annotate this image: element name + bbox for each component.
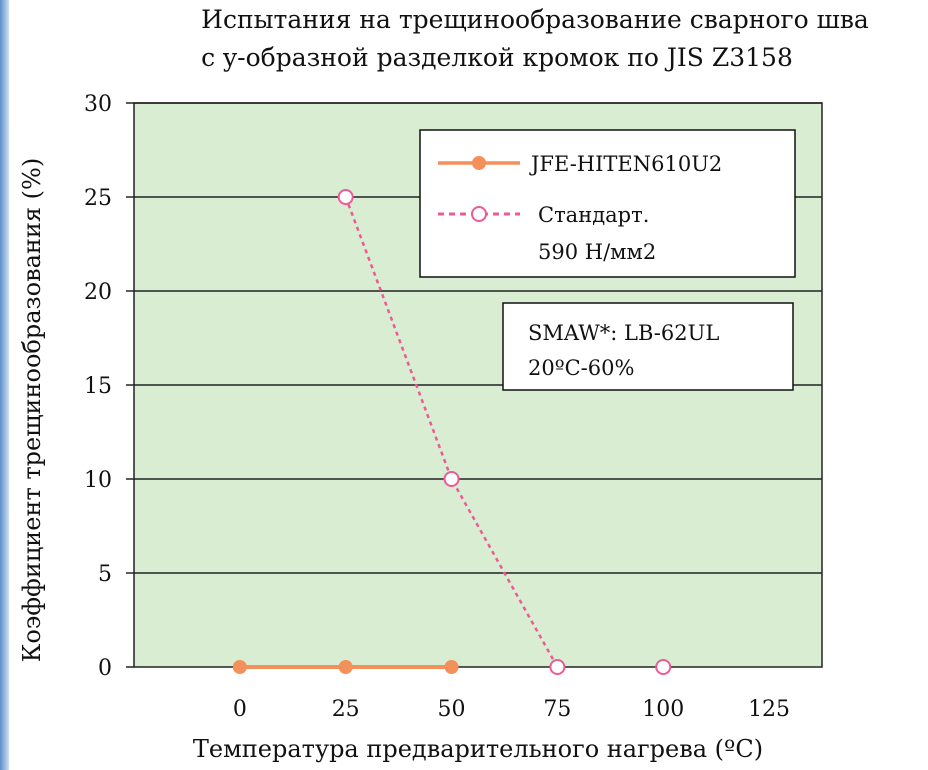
series-1-point xyxy=(338,660,353,674)
series-2-point xyxy=(443,471,460,487)
series-1-point xyxy=(444,660,459,674)
legend-label-standard-line-2: 590 Н/мм2 xyxy=(538,240,656,264)
legend-label-standard-line-1: Стандарт. xyxy=(538,203,649,227)
x-tick-label: 125 xyxy=(748,697,790,722)
annotation-line-2: 20ºC-60% xyxy=(528,356,634,380)
x-tick-label: 50 xyxy=(438,697,466,722)
legend-label-jfe: JFE-HITEN610U2 xyxy=(529,152,722,176)
y-tick-label: 25 xyxy=(84,186,112,211)
chart-title-line-2: с y-образной разделкой кромок по JIS Z31… xyxy=(201,43,793,72)
x-axis-title: Температура предварительного нагрева (ºC… xyxy=(193,735,763,763)
annotation-line-1: SMAW*: LB-62UL xyxy=(528,321,719,345)
annotation-box xyxy=(502,302,794,391)
annotation: SMAW*: LB-62UL 20ºC-60% xyxy=(502,302,794,391)
y-tick-label: 15 xyxy=(84,374,112,399)
x-tick-label: 75 xyxy=(543,697,571,722)
series-2-point xyxy=(549,659,566,675)
series-1-point xyxy=(232,660,247,674)
series-layer xyxy=(232,189,672,675)
x-tick-label: 25 xyxy=(332,697,360,722)
series-2-point xyxy=(655,659,672,675)
legend-swatch-marker-standard xyxy=(471,206,487,222)
legend: JFE-HITEN610U2 Стандарт. 590 Н/мм2 xyxy=(419,129,796,278)
legend-swatch-marker-jfe xyxy=(472,156,486,170)
legend-box xyxy=(419,129,796,278)
y-tick-label: 20 xyxy=(84,280,112,305)
y-tick-label: 30 xyxy=(84,92,112,117)
y-axis-title: Коэффициент трещинообразования (%) xyxy=(18,158,46,662)
left-edge-decoration xyxy=(0,0,9,770)
series-2-point xyxy=(337,189,354,205)
chart-title-line-1: Испытания на трещинообразование сварного… xyxy=(201,5,869,34)
y-tick-label: 0 xyxy=(98,656,112,681)
y-tick-label: 5 xyxy=(98,562,112,587)
tick-labels: 0 5 10 15 20 25 30 0 25 50 75 100 125 xyxy=(84,92,790,722)
gridlines xyxy=(126,102,822,668)
x-tick-label: 100 xyxy=(642,697,684,722)
y-tick-label: 10 xyxy=(84,468,112,493)
x-tick-label: 0 xyxy=(233,697,247,722)
